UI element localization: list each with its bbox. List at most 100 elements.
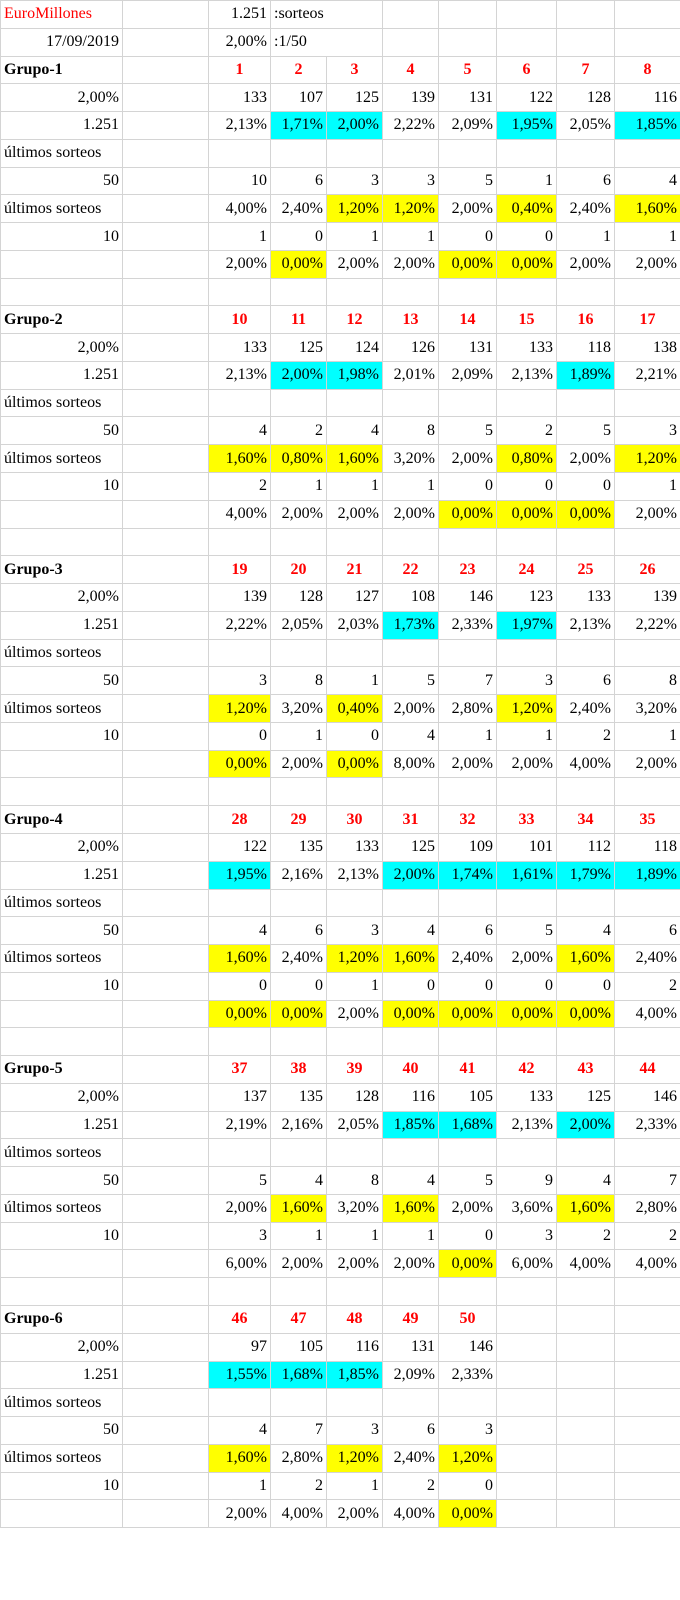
last10-count-cell[interactable]: 0	[438, 472, 497, 501]
ball-number-cell[interactable]: 13	[382, 305, 439, 335]
last50-count-cell[interactable]: 3	[326, 166, 383, 196]
percent-cell[interactable]: 2,00%	[382, 860, 439, 890]
last10-percent-cell[interactable]: 2,00%	[270, 499, 327, 529]
empty-cell[interactable]	[614, 638, 680, 668]
empty-cell[interactable]	[614, 277, 680, 307]
empty-cell[interactable]	[208, 388, 271, 418]
empty-cell[interactable]	[122, 222, 209, 251]
ball-number-cell[interactable]: 40	[382, 1055, 439, 1084]
empty-cell[interactable]	[0, 1277, 123, 1306]
empty-cell[interactable]	[496, 138, 557, 168]
last50-count-cell[interactable]: 5	[438, 1166, 497, 1195]
recent-label-cell[interactable]: últimos sorteos	[0, 1138, 123, 1168]
empty-cell[interactable]	[496, 1277, 557, 1306]
empty-cell[interactable]	[326, 388, 383, 418]
last50-percent-cell[interactable]: 1,60%	[382, 944, 439, 973]
empty-cell[interactable]	[556, 777, 615, 807]
empty-cell[interactable]	[496, 27, 557, 57]
empty-cell[interactable]	[496, 1443, 557, 1473]
count-cell[interactable]: 112	[556, 832, 615, 862]
empty-cell[interactable]	[438, 1388, 497, 1418]
empty-cell[interactable]	[326, 638, 383, 668]
empty-cell[interactable]	[382, 1388, 439, 1418]
probability-cell[interactable]: 2,00%	[0, 583, 123, 612]
last50-count-cell[interactable]: 4	[270, 1166, 327, 1195]
count-cell[interactable]: 125	[270, 333, 327, 362]
last10-percent-cell[interactable]: 0,00%	[438, 249, 497, 279]
draws-total-cell[interactable]: 1.251	[208, 0, 271, 29]
empty-cell[interactable]	[0, 999, 123, 1029]
empty-cell[interactable]	[122, 499, 209, 529]
last50-label-cell[interactable]: 50	[0, 1416, 123, 1445]
last50-count-cell[interactable]: 4	[382, 916, 439, 946]
empty-cell[interactable]	[382, 1138, 439, 1168]
count-cell[interactable]: 124	[326, 333, 383, 362]
last50-percent-cell[interactable]: 0,80%	[496, 444, 557, 474]
empty-cell[interactable]	[208, 1388, 271, 1418]
ball-number-cell[interactable]: 47	[270, 1304, 327, 1334]
last10-percent-cell[interactable]: 0,00%	[270, 249, 327, 279]
empty-cell[interactable]	[382, 1027, 439, 1057]
empty-cell[interactable]	[496, 888, 557, 918]
last10-count-cell[interactable]: 0	[556, 971, 615, 1001]
group-name-cell[interactable]: Grupo-5	[0, 1055, 123, 1084]
empty-cell[interactable]	[122, 1110, 209, 1140]
last10-percent-cell[interactable]: 2,00%	[326, 999, 383, 1029]
probability-cell[interactable]: 2,00%	[0, 1082, 123, 1112]
last10-percent-cell[interactable]: 2,00%	[382, 249, 439, 279]
empty-cell[interactable]	[614, 1388, 680, 1418]
ball-number-cell[interactable]: 23	[438, 555, 497, 585]
empty-cell[interactable]	[208, 888, 271, 918]
empty-cell[interactable]	[556, 888, 615, 918]
prob-label-cell[interactable]: :1/50	[270, 27, 383, 57]
count-cell[interactable]: 116	[382, 1082, 439, 1112]
last50-count-cell[interactable]: 8	[326, 1166, 383, 1195]
count-cell[interactable]: 146	[614, 1082, 680, 1112]
total-draws-cell[interactable]: 1.251	[0, 610, 123, 640]
empty-cell[interactable]	[122, 1416, 209, 1445]
ball-number-cell[interactable]: 44	[614, 1055, 680, 1084]
last10-percent-cell[interactable]: 4,00%	[270, 1499, 327, 1529]
percent-cell[interactable]: 2,00%	[270, 360, 327, 390]
empty-cell[interactable]	[614, 1499, 680, 1529]
empty-cell[interactable]	[614, 138, 680, 168]
last10-count-cell[interactable]: 0	[270, 971, 327, 1001]
last50-percent-cell[interactable]: 1,60%	[556, 1193, 615, 1223]
recent-label-cell[interactable]: últimos sorteos	[0, 138, 123, 168]
last10-label-cell[interactable]: 10	[0, 971, 123, 1001]
empty-cell[interactable]	[122, 360, 209, 390]
empty-cell[interactable]	[556, 1027, 615, 1057]
ball-number-cell[interactable]: 39	[326, 1055, 383, 1084]
ball-number-cell[interactable]: 41	[438, 1055, 497, 1084]
percent-cell[interactable]: 1,85%	[614, 111, 680, 140]
last50-percent-cell[interactable]: 1,20%	[326, 1443, 383, 1473]
recent-label-cell[interactable]: últimos sorteos	[0, 1388, 123, 1418]
empty-cell[interactable]	[438, 27, 497, 57]
recent-label-cell[interactable]: últimos sorteos	[0, 638, 123, 668]
empty-cell[interactable]	[438, 1027, 497, 1057]
empty-cell[interactable]	[496, 638, 557, 668]
empty-cell[interactable]	[382, 277, 439, 307]
last10-percent-cell[interactable]: 2,00%	[382, 1249, 439, 1279]
last50-percent-cell[interactable]: 2,40%	[270, 944, 327, 973]
recent-label-cell[interactable]: últimos sorteos	[0, 444, 123, 474]
percent-cell[interactable]: 1,95%	[496, 111, 557, 140]
last10-count-cell[interactable]: 1	[326, 971, 383, 1001]
probability-cell[interactable]: 2,00%	[0, 83, 123, 113]
empty-cell[interactable]	[496, 527, 557, 557]
empty-cell[interactable]	[0, 1249, 123, 1279]
last10-percent-cell[interactable]: 2,00%	[556, 249, 615, 279]
empty-cell[interactable]	[122, 166, 209, 196]
empty-cell[interactable]	[438, 0, 497, 29]
empty-cell[interactable]	[270, 527, 327, 557]
last10-count-cell[interactable]: 1	[496, 721, 557, 751]
empty-cell[interactable]	[270, 638, 327, 668]
empty-cell[interactable]	[122, 916, 209, 946]
empty-cell[interactable]	[122, 1082, 209, 1112]
empty-cell[interactable]	[438, 888, 497, 918]
count-cell[interactable]: 125	[556, 1082, 615, 1112]
count-cell[interactable]: 137	[208, 1082, 271, 1112]
last10-count-cell[interactable]: 2	[614, 971, 680, 1001]
empty-cell[interactable]	[438, 388, 497, 418]
empty-cell[interactable]	[208, 277, 271, 307]
